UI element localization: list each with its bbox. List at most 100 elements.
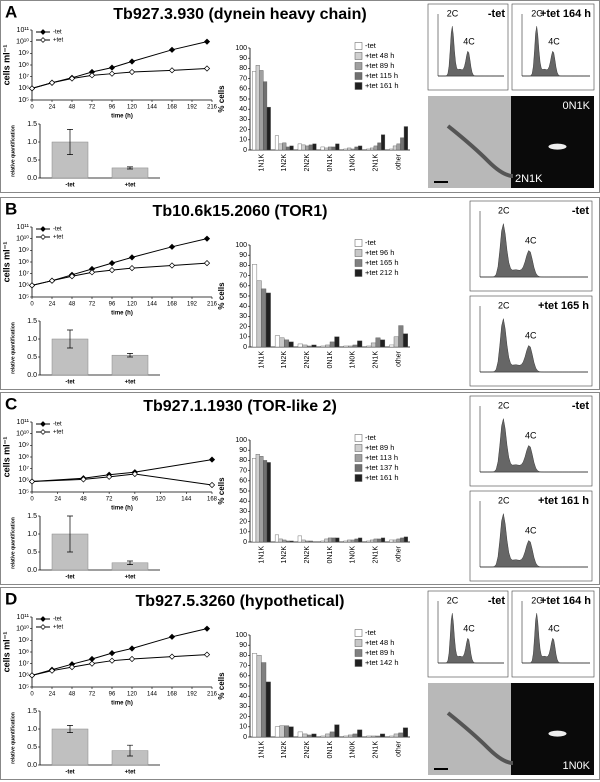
x-tick-label: 24 bbox=[49, 302, 56, 308]
y-tick-label: 40 bbox=[239, 106, 247, 113]
flow-peak: 4C bbox=[548, 623, 560, 633]
panel-title: Tb927.5.3260 (hypothetical) bbox=[136, 593, 345, 610]
x-tick-label: 72 bbox=[89, 302, 96, 308]
y-tick-label: 100 bbox=[235, 45, 247, 52]
x-tick-label: +tet bbox=[125, 575, 136, 581]
data-point bbox=[88, 660, 96, 667]
y-tick-label: 10⁶ bbox=[18, 282, 29, 289]
x-tick-label: +tet bbox=[125, 770, 136, 776]
x-tick-label: 1N1K bbox=[258, 741, 265, 759]
error-bar bbox=[127, 166, 133, 170]
bar bbox=[259, 456, 264, 543]
bar bbox=[297, 143, 302, 151]
y-tick-label: 30 bbox=[239, 116, 247, 123]
nucleus-signal bbox=[548, 730, 567, 737]
cell-outline bbox=[446, 711, 514, 765]
y-tick-label: 10¹⁰ bbox=[16, 235, 29, 243]
bar bbox=[331, 146, 336, 151]
bar bbox=[252, 264, 258, 348]
legend-marker bbox=[40, 226, 46, 232]
bar bbox=[259, 70, 264, 151]
x-tick-label: 96 bbox=[109, 692, 116, 698]
bar bbox=[398, 732, 404, 738]
x-tick-label: 2N2K bbox=[304, 154, 311, 172]
data-point bbox=[80, 476, 87, 483]
bar bbox=[403, 536, 408, 543]
y-tick-label: 10⁵ bbox=[18, 489, 29, 496]
error-bar bbox=[67, 515, 73, 553]
bar bbox=[398, 325, 404, 348]
legend-swatch bbox=[354, 629, 363, 637]
flow-histogram bbox=[480, 513, 588, 568]
x-tick-label: 72 bbox=[89, 105, 96, 111]
data-point bbox=[68, 75, 76, 82]
y-tick-label: 1.5 bbox=[27, 708, 37, 715]
bar bbox=[256, 655, 262, 738]
nucleus-signal bbox=[548, 143, 567, 150]
data-point bbox=[48, 79, 56, 86]
panel-letter: B bbox=[5, 199, 17, 218]
legend-label: +tet 113 h bbox=[365, 453, 398, 462]
y-tick-label: 70 bbox=[239, 662, 247, 669]
flow-histogram bbox=[479, 418, 588, 473]
error-bar bbox=[67, 129, 73, 155]
x-tick-label: other bbox=[395, 545, 402, 562]
x-tick-label: 216 bbox=[207, 302, 218, 308]
flow-peak: 4C bbox=[548, 36, 560, 46]
x-tick-label: +tet bbox=[125, 183, 136, 189]
data-point bbox=[108, 260, 116, 267]
y-tick-label: 10⁷ bbox=[19, 74, 30, 81]
data-point bbox=[203, 651, 211, 658]
x-tick-label: 48 bbox=[69, 105, 76, 111]
flow-histogram bbox=[480, 318, 588, 373]
y-tick-label: 0.5 bbox=[27, 549, 37, 556]
legend-marker bbox=[40, 29, 46, 35]
data-point bbox=[128, 655, 136, 663]
x-tick-label: 0N1K bbox=[327, 154, 334, 172]
data-point bbox=[203, 65, 211, 72]
x-tick-label: 0N1K bbox=[327, 351, 334, 369]
bar bbox=[348, 345, 354, 348]
bar bbox=[357, 729, 363, 738]
bar bbox=[400, 137, 405, 151]
micrograph-label: 1N0K bbox=[562, 760, 590, 772]
bar bbox=[403, 126, 408, 151]
x-tick-label: 96 bbox=[109, 105, 116, 111]
data-point bbox=[88, 269, 96, 276]
x-tick-label: 1N2K bbox=[281, 741, 288, 759]
data-point bbox=[28, 672, 36, 679]
series-line bbox=[31, 68, 208, 89]
bar bbox=[393, 733, 399, 738]
y-axis-label: cells ml⁻¹ bbox=[1, 437, 11, 478]
bar bbox=[343, 735, 349, 738]
bar bbox=[301, 539, 306, 543]
bar bbox=[324, 147, 329, 151]
bar bbox=[308, 540, 313, 543]
data-point bbox=[48, 667, 56, 674]
bar bbox=[343, 148, 348, 151]
flow-histogram bbox=[479, 223, 588, 278]
x-tick-label: 144 bbox=[181, 497, 192, 503]
x-tick-label: 144 bbox=[147, 692, 158, 698]
y-tick-label: 1.5 bbox=[27, 318, 37, 325]
y-tick-label: 20 bbox=[239, 518, 247, 525]
bar bbox=[347, 539, 352, 543]
flow-peak: 4C bbox=[525, 330, 537, 340]
error-bar bbox=[127, 744, 133, 757]
bar bbox=[375, 735, 381, 738]
y-tick-label: 90 bbox=[239, 447, 247, 454]
x-tick-label: 120 bbox=[127, 692, 138, 698]
y-axis-label: relative quantification bbox=[10, 125, 16, 177]
y-tick-label: 1.0 bbox=[27, 531, 37, 538]
y-tick-label: 10⁹ bbox=[18, 247, 29, 254]
bar bbox=[312, 143, 317, 151]
y-tick-label: 1.0 bbox=[27, 336, 37, 343]
legend-marker bbox=[40, 429, 46, 435]
x-tick-label: -tet bbox=[65, 380, 74, 386]
bar bbox=[306, 345, 312, 348]
bar bbox=[252, 653, 258, 738]
legend-label: +tet bbox=[53, 430, 64, 436]
error-bar bbox=[67, 329, 73, 349]
legend-label: -tet bbox=[365, 433, 377, 442]
bar bbox=[255, 454, 260, 543]
